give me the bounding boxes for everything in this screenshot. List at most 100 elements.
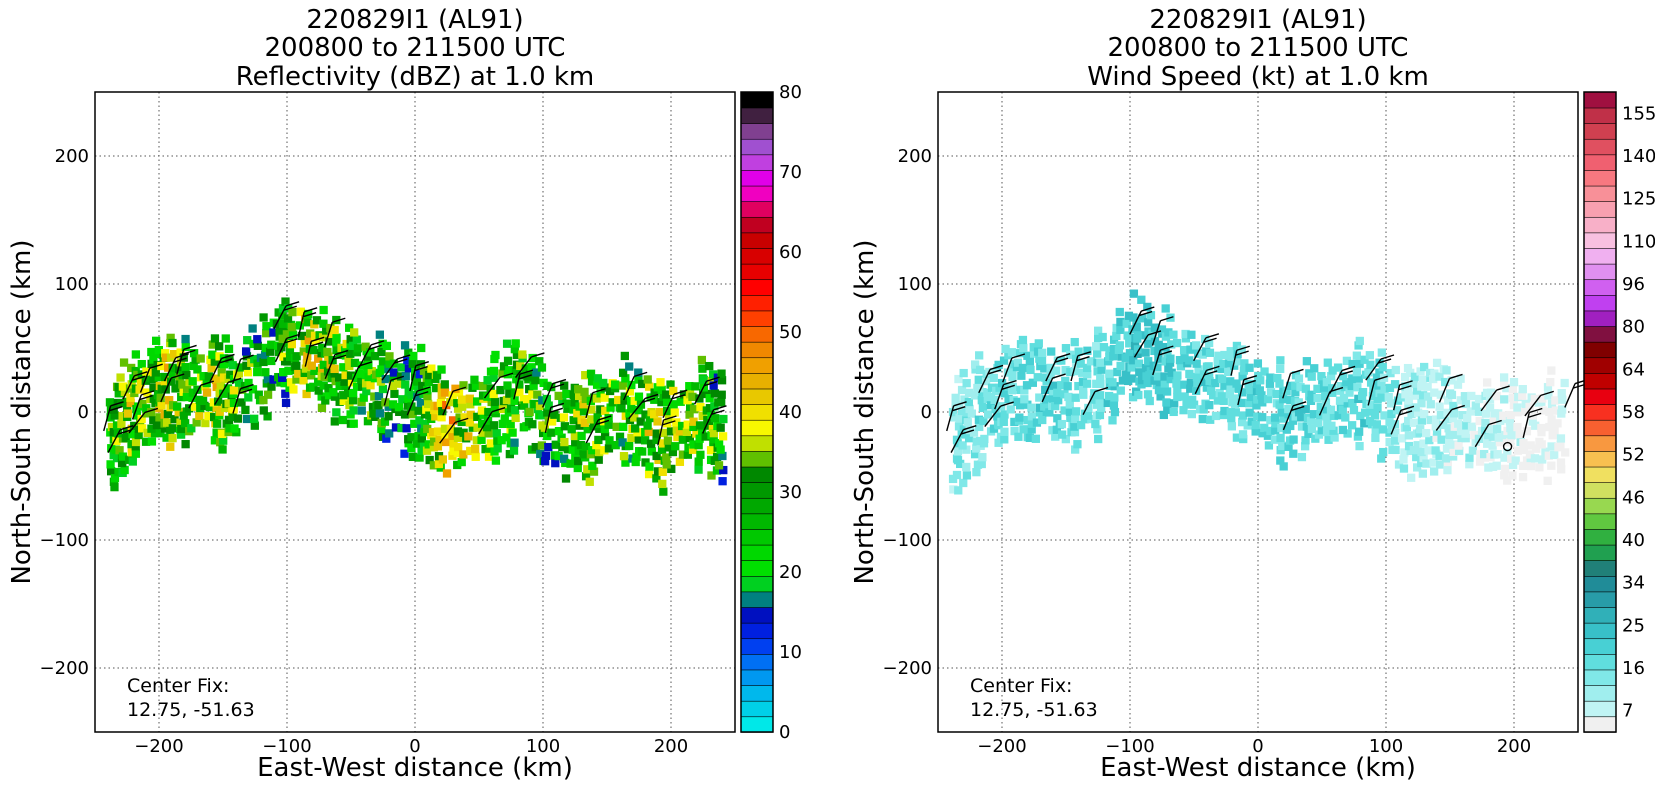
field-cell xyxy=(1358,388,1368,397)
field-cell xyxy=(638,447,647,456)
field-cell xyxy=(1019,343,1028,353)
field-cell xyxy=(1240,359,1249,368)
field-cell xyxy=(147,407,156,417)
field-cell xyxy=(424,440,433,449)
field-cell xyxy=(219,360,229,369)
field-cell xyxy=(395,407,404,416)
field-cell xyxy=(131,350,141,359)
field-cell xyxy=(1492,425,1502,434)
wind-barb-flag xyxy=(989,364,1004,371)
field-cell xyxy=(1270,413,1280,422)
wind-barb-flag xyxy=(332,354,347,360)
field-cell xyxy=(709,381,718,390)
field-cell xyxy=(1502,383,1511,393)
field-cell xyxy=(1392,406,1402,415)
field-cell xyxy=(515,387,524,397)
field-cell xyxy=(1468,446,1478,455)
field-cell xyxy=(1488,432,1497,441)
field-cell xyxy=(496,385,505,395)
field-cell xyxy=(1276,433,1285,443)
field-cell xyxy=(330,392,340,401)
field-cell xyxy=(454,442,463,452)
field-cell xyxy=(666,380,675,389)
field-cell xyxy=(1146,367,1156,376)
field-cell xyxy=(134,402,143,411)
field-cell xyxy=(1282,387,1291,396)
field-cell xyxy=(451,384,460,393)
colorbar-swatch xyxy=(740,372,774,390)
field-cell xyxy=(348,341,358,350)
field-cell xyxy=(1052,366,1061,375)
wind-barb-staff xyxy=(1367,380,1376,406)
colorbar-swatch xyxy=(740,232,774,249)
field-cell xyxy=(190,402,200,411)
field-cell xyxy=(107,422,117,432)
field-cell xyxy=(709,370,718,379)
field-cell xyxy=(204,372,213,381)
field-cell xyxy=(458,402,467,411)
field-cell xyxy=(181,334,190,344)
field-cell xyxy=(1551,406,1560,415)
field-cell xyxy=(1015,413,1024,422)
field-cell xyxy=(1413,408,1423,417)
field-cell xyxy=(471,452,480,461)
field-cell xyxy=(1186,384,1195,393)
field-cell xyxy=(1317,426,1326,435)
field-cell xyxy=(1347,381,1356,391)
field-cell xyxy=(1453,380,1463,389)
field-cell xyxy=(520,401,529,410)
field-cell xyxy=(1279,414,1288,423)
field-cell xyxy=(652,435,661,445)
field-cell xyxy=(1340,382,1350,392)
wind-barb-flag xyxy=(711,409,725,416)
field-cell xyxy=(1545,407,1554,416)
field-cell xyxy=(422,446,432,455)
field-cell xyxy=(1004,394,1013,404)
field-cell xyxy=(408,452,418,462)
field-cell xyxy=(127,440,136,449)
field-cell xyxy=(120,465,129,475)
field-cell xyxy=(110,411,119,420)
field-cell xyxy=(1173,392,1182,402)
field-cell xyxy=(423,386,432,395)
field-cell xyxy=(1270,435,1280,444)
field-cell xyxy=(1291,412,1300,421)
field-cell xyxy=(1310,364,1319,373)
field-cell xyxy=(1013,397,1022,406)
field-cell xyxy=(448,391,457,400)
field-cell xyxy=(1181,334,1191,343)
field-cell xyxy=(1348,398,1357,408)
field-cell xyxy=(1109,352,1118,361)
field-cell xyxy=(332,315,341,325)
field-cell xyxy=(498,369,507,378)
field-cell xyxy=(550,410,559,419)
field-cell xyxy=(403,355,412,365)
field-cell xyxy=(417,343,426,353)
field-cell xyxy=(299,376,308,385)
field-cell xyxy=(321,396,330,405)
field-cell xyxy=(662,390,671,399)
field-cell xyxy=(1474,407,1484,416)
field-cell xyxy=(709,429,719,438)
field-cell xyxy=(1108,378,1117,387)
field-cell xyxy=(176,430,186,439)
field-cell xyxy=(1454,441,1463,450)
wind-barb-staff xyxy=(478,411,493,435)
field-cell xyxy=(269,328,278,337)
field-cell xyxy=(415,453,424,462)
reflectivity-panel: 220829I1 (AL91) 200800 to 211500 UTC Ref… xyxy=(7,5,802,783)
field-cell xyxy=(643,375,652,384)
colorbar-swatch xyxy=(1583,497,1617,515)
field-cell xyxy=(997,378,1007,388)
field-cell xyxy=(1547,366,1556,375)
field-cell xyxy=(689,417,698,426)
field-cell xyxy=(978,453,987,462)
field-cell xyxy=(1480,449,1489,459)
field-cell xyxy=(1204,338,1214,348)
field-cell xyxy=(168,338,177,348)
field-cell xyxy=(668,447,678,457)
wind-barb-flag xyxy=(1203,337,1217,343)
field-cell xyxy=(303,318,312,327)
field-cell xyxy=(1169,330,1178,339)
wind-barb-flag xyxy=(134,371,148,377)
